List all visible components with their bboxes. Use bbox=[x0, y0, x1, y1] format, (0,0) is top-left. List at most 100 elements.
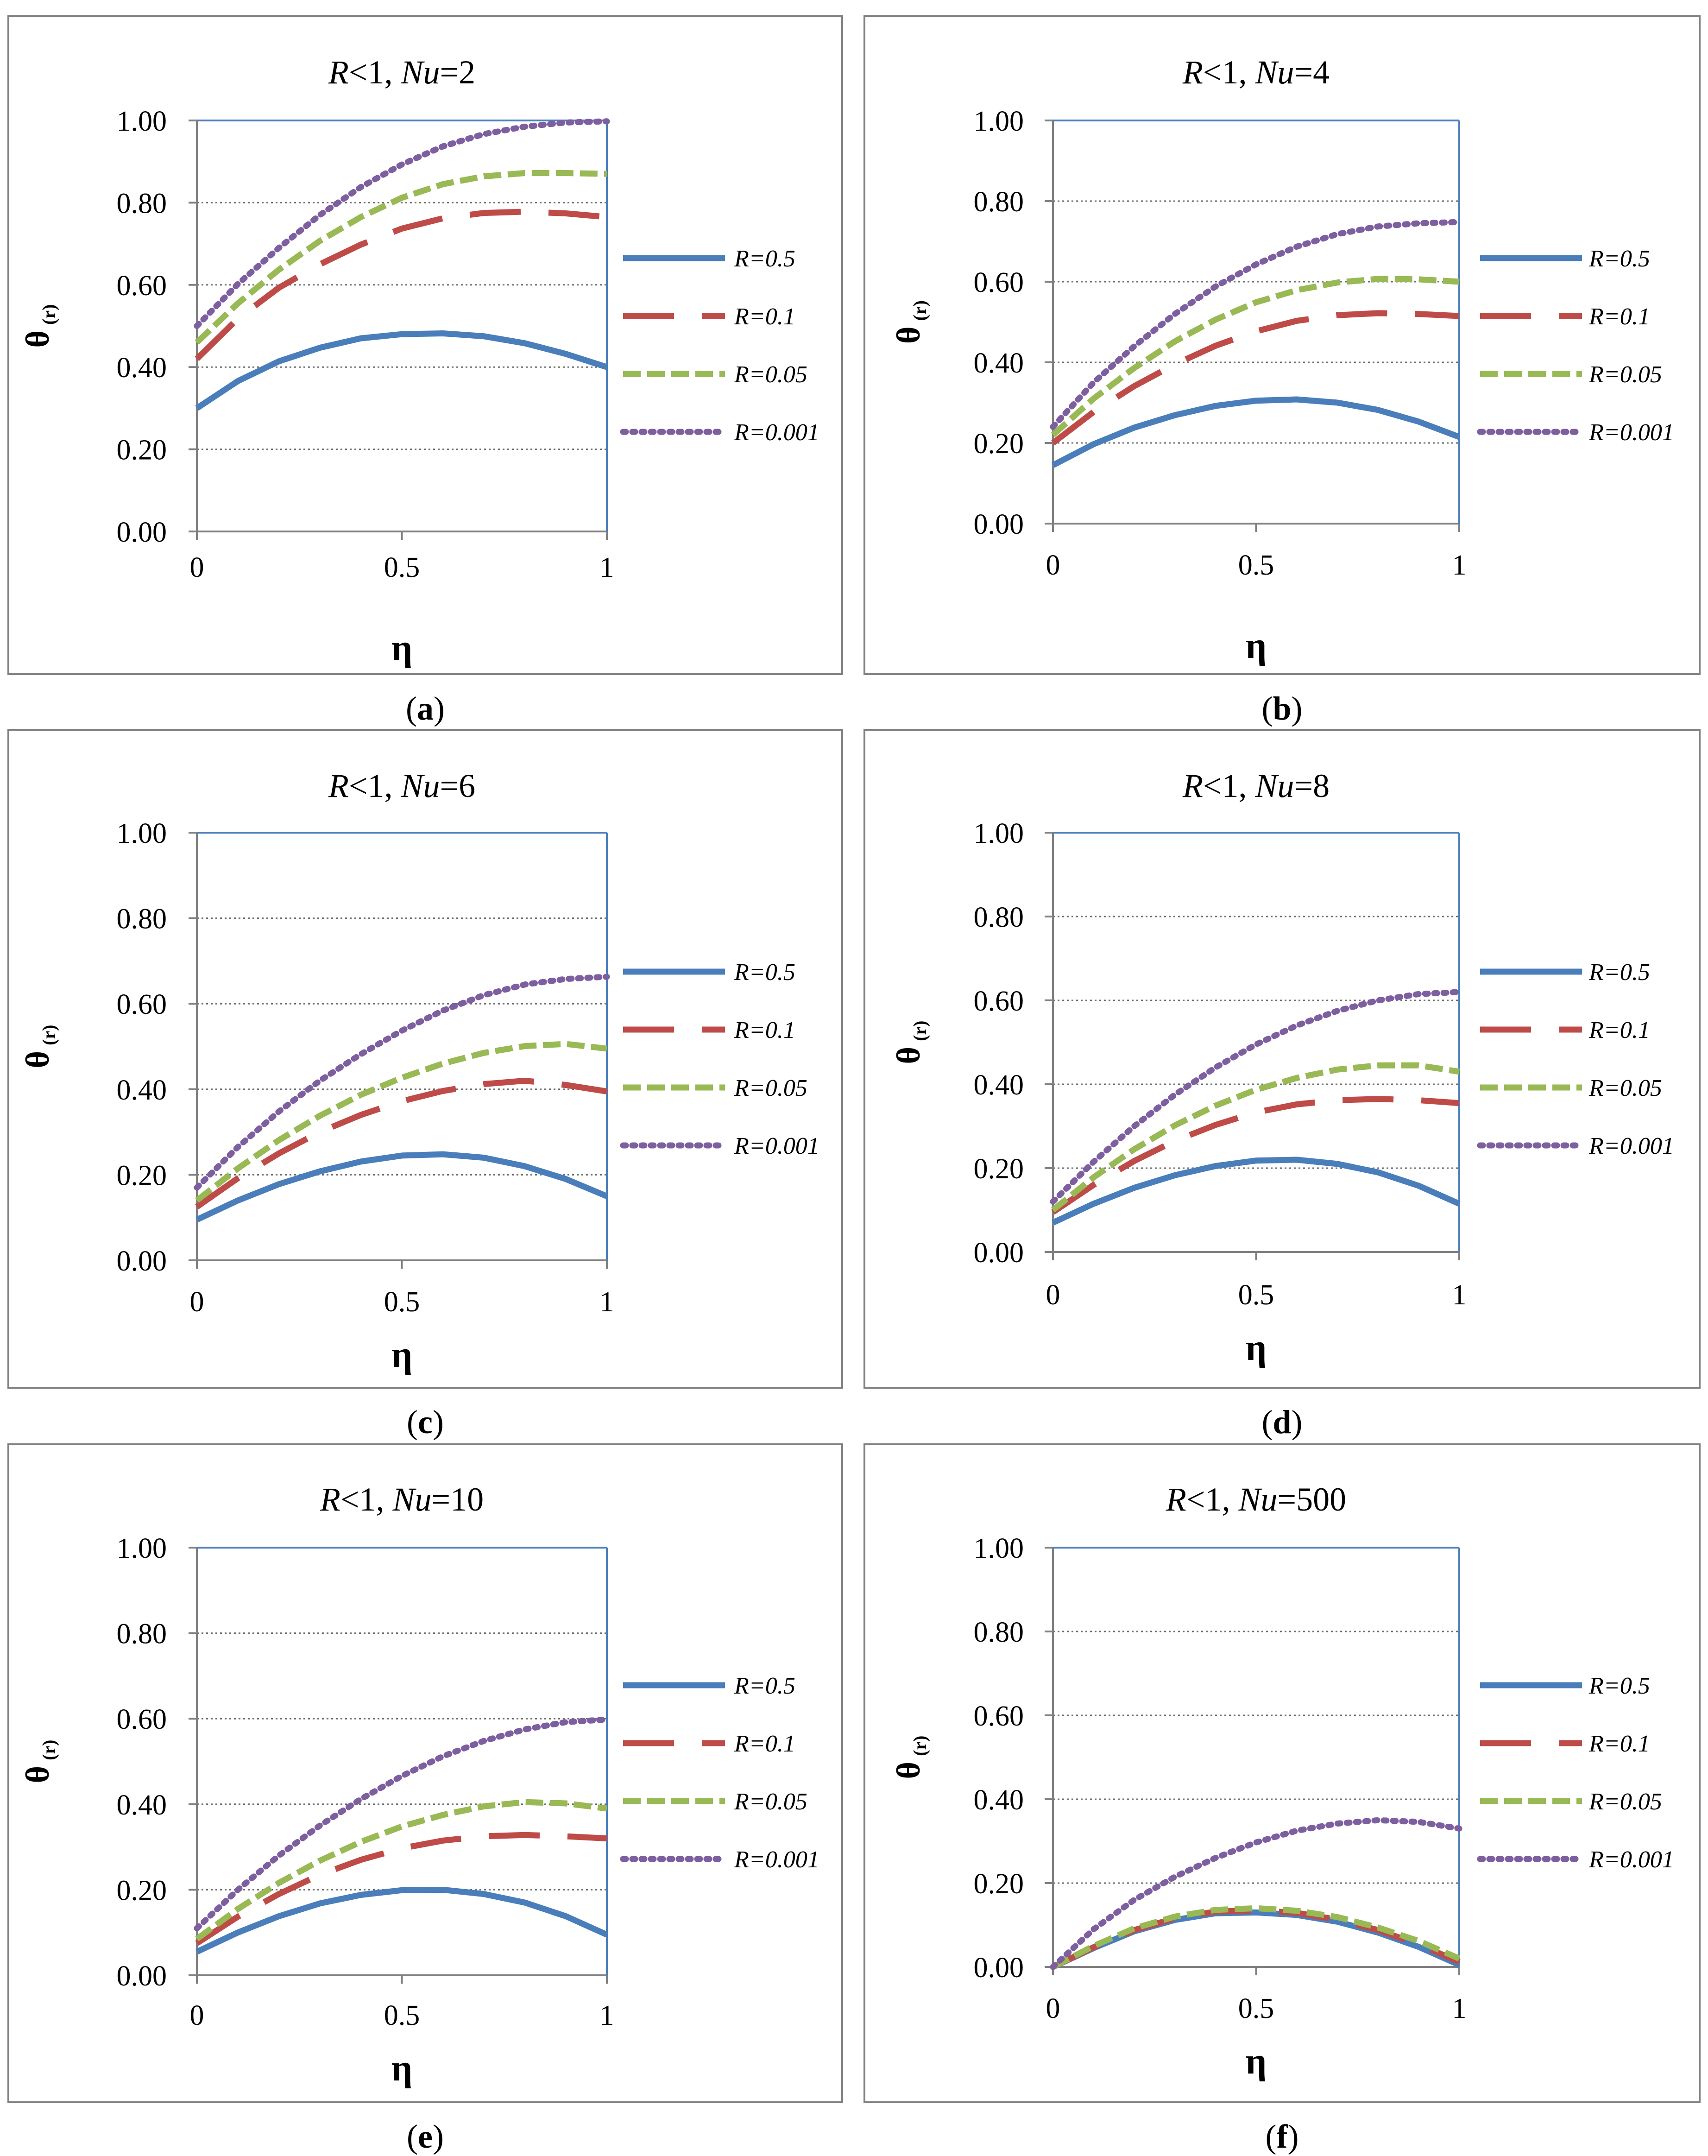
y-tick-label: 0.80 bbox=[117, 1619, 167, 1650]
panel-frame bbox=[7, 15, 843, 675]
legend-label: R=0.05 bbox=[1588, 361, 1662, 388]
y-tick-label: 0.60 bbox=[117, 989, 167, 1020]
series-line bbox=[1051, 1062, 1460, 1213]
chart-title: R<1, Nu=500 bbox=[1166, 1481, 1346, 1518]
legend-label: R=0.05 bbox=[734, 1789, 807, 1815]
x-tick-label: 0 bbox=[190, 1286, 204, 1318]
y-tick-label: 0.40 bbox=[974, 1784, 1024, 1816]
y-tick-label: 0.20 bbox=[117, 1875, 167, 1906]
panel-frame bbox=[863, 15, 1701, 675]
series-line bbox=[1052, 396, 1461, 468]
x-axis-label: η bbox=[1246, 1328, 1267, 1368]
y-tick-label: 0.00 bbox=[974, 1237, 1024, 1269]
y-axis-label: θ(r) bbox=[890, 1021, 930, 1064]
x-tick-label: 0 bbox=[190, 552, 204, 583]
chart-panel: 0.00 0.20 0.40 0.60 0.80 1.00 0 0.5 1 R=0.5 R=0.1 R… bbox=[7, 15, 843, 727]
y-tick-label: 0.40 bbox=[117, 352, 167, 384]
chart-title: R<1, Nu=8 bbox=[1182, 767, 1330, 804]
y-tick-label: 0.40 bbox=[974, 348, 1024, 379]
x-tick-label: 1 bbox=[1452, 1279, 1467, 1311]
y-tick-label: 0.60 bbox=[974, 267, 1024, 298]
y-tick-label: 0.00 bbox=[974, 1952, 1024, 1984]
y-axis-label: θ(r) bbox=[890, 1736, 930, 1779]
x-tick-label: 0 bbox=[1046, 1279, 1060, 1311]
panel-caption: (f) bbox=[1266, 2118, 1299, 2155]
legend-label: R=0.1 bbox=[1588, 1017, 1650, 1043]
legend-label: R=0.001 bbox=[1588, 1133, 1674, 1159]
legend-label: R=0.5 bbox=[1588, 1673, 1650, 1699]
x-axis-label: η bbox=[391, 1334, 412, 1375]
chart-title: R<1, Nu=6 bbox=[328, 767, 475, 804]
y-tick-label: 1.00 bbox=[974, 106, 1024, 137]
series-line bbox=[1050, 1817, 1462, 1970]
y-axis-label: θ(r) bbox=[19, 304, 59, 348]
series-line bbox=[195, 209, 607, 361]
series-line bbox=[194, 974, 610, 1191]
panel-caption: (a) bbox=[406, 690, 445, 727]
series-line bbox=[1051, 310, 1460, 446]
series-line bbox=[1050, 989, 1462, 1205]
legend-label: R=0.1 bbox=[734, 1731, 795, 1757]
x-tick-label: 0.5 bbox=[384, 552, 420, 583]
y-tick-label: 1.00 bbox=[974, 818, 1024, 849]
y-tick-label: 0.00 bbox=[117, 1246, 167, 1277]
x-tick-label: 0.5 bbox=[384, 1286, 420, 1318]
y-tick-label: 0.60 bbox=[974, 986, 1024, 1017]
panel-frame bbox=[863, 1443, 1701, 2103]
series-line bbox=[195, 170, 607, 345]
y-axis-label: θ(r) bbox=[19, 1025, 59, 1069]
legend-label: R=0.1 bbox=[1588, 1731, 1650, 1757]
y-tick-label: 0.00 bbox=[974, 509, 1024, 540]
y-tick-label: 0.80 bbox=[974, 186, 1024, 218]
y-tick-label: 0.40 bbox=[974, 1069, 1024, 1101]
panel-caption: (d) bbox=[1261, 1404, 1302, 1441]
y-tick-label: 0.00 bbox=[117, 1960, 167, 1992]
y-tick-label: 1.00 bbox=[117, 106, 167, 137]
series-line bbox=[195, 1886, 608, 1955]
legend-label: R=0.001 bbox=[734, 1846, 819, 1873]
y-tick-label: 1.00 bbox=[974, 1533, 1024, 1564]
x-axis-label: η bbox=[391, 2048, 412, 2089]
y-tick-label: 0.20 bbox=[117, 435, 167, 466]
legend-label: R=0.5 bbox=[1588, 246, 1650, 272]
x-tick-label: 1 bbox=[1452, 1993, 1467, 2024]
panel-frame bbox=[863, 729, 1701, 1389]
series-line bbox=[1051, 1096, 1460, 1215]
y-tick-label: 0.80 bbox=[974, 1617, 1024, 1648]
chart-panel: 0.00 0.20 0.40 0.60 0.80 1.00 0 0.5 1 R=0.5 R=0.1 R… bbox=[863, 1443, 1701, 2155]
x-tick-label: 0.5 bbox=[1238, 1279, 1274, 1311]
y-tick-label: 0.80 bbox=[117, 188, 167, 219]
series-line bbox=[194, 118, 610, 329]
panel-caption: (c) bbox=[407, 1404, 444, 1441]
series-line bbox=[1050, 219, 1462, 430]
y-tick-label: 1.00 bbox=[117, 818, 167, 849]
chart-panel: 0.00 0.20 0.40 0.60 0.80 1.00 0 0.5 1 R=0.5 R=0.1 R… bbox=[7, 1443, 843, 2155]
x-tick-label: 1 bbox=[1452, 550, 1467, 581]
y-tick-label: 0.60 bbox=[117, 1704, 167, 1735]
panel-frame bbox=[7, 729, 843, 1389]
y-tick-label: 0.00 bbox=[117, 517, 167, 548]
series-line bbox=[194, 1716, 610, 1931]
series-line bbox=[1052, 1905, 1461, 1970]
legend-label: R=0.05 bbox=[1588, 1075, 1662, 1101]
series-line bbox=[195, 1041, 607, 1203]
legend-label: R=0.5 bbox=[734, 959, 795, 986]
x-tick-label: 0 bbox=[190, 2000, 204, 2031]
x-tick-label: 0 bbox=[1046, 550, 1060, 581]
y-tick-label: 0.40 bbox=[117, 1789, 167, 1821]
legend-label: R=0.5 bbox=[1588, 959, 1650, 986]
x-tick-label: 0.5 bbox=[384, 2000, 420, 2031]
x-tick-label: 0.5 bbox=[1238, 1993, 1274, 2024]
y-axis-label: θ(r) bbox=[19, 1740, 59, 1783]
series-line bbox=[195, 1151, 608, 1223]
x-axis-label: η bbox=[1246, 2041, 1267, 2082]
legend-label: R=0.1 bbox=[734, 1017, 795, 1043]
y-tick-label: 0.60 bbox=[117, 270, 167, 302]
legend-label: R=0.05 bbox=[1588, 1789, 1662, 1815]
chart-panel: 0.00 0.20 0.40 0.60 0.80 1.00 0 0.5 1 R=0.5 R=0.1 R… bbox=[863, 729, 1701, 1441]
x-tick-label: 0.5 bbox=[1238, 550, 1274, 581]
x-tick-label: 1 bbox=[600, 2000, 614, 2031]
chart-title: R<1, Nu=2 bbox=[328, 54, 475, 91]
series-line bbox=[195, 1799, 607, 1941]
